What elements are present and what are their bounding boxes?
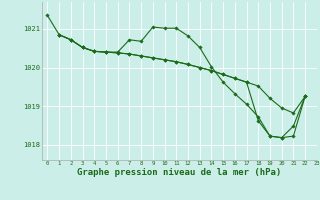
X-axis label: Graphe pression niveau de la mer (hPa): Graphe pression niveau de la mer (hPa) [77, 168, 281, 177]
